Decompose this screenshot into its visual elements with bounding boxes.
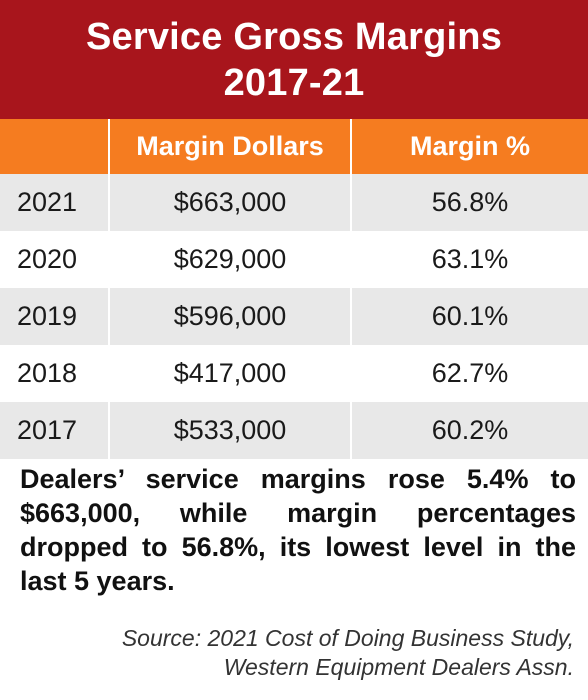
row-margin-dollars: $663,000 — [108, 174, 350, 231]
row-year: 2020 — [17, 244, 78, 274]
caption-text: Dealers’ service margins rose 5.4% to $6… — [20, 464, 576, 596]
header-margin-dollars: Margin Dollars — [108, 119, 350, 174]
row-margin-dollars: $417,000 — [108, 345, 350, 402]
source-note: Source: 2021 Cost of Doing Business Stud… — [14, 624, 574, 682]
table-row: 2018 $417,000 62.7% — [0, 345, 588, 402]
row-margin-dollars: $629,000 — [108, 231, 350, 288]
table-row: 2019 $596,000 60.1% — [0, 288, 588, 345]
row-margin-dollars: $533,000 — [108, 402, 350, 459]
title-line-2: 2017-21 — [223, 61, 365, 104]
row-margin-dollars: $596,000 — [108, 288, 350, 345]
table-row: 2021 $663,000 56.8% — [0, 174, 588, 231]
source-line-2: Western Equipment Dealers Assn. — [223, 654, 574, 680]
row-margin-pct: 62.7% — [350, 345, 588, 402]
row-margin-pct: 60.2% — [350, 402, 588, 459]
row-margin-pct: 63.1% — [350, 231, 588, 288]
source-line-1: Source: 2021 Cost of Doing Business Stud… — [121, 625, 574, 651]
header-margin-pct: Margin % — [350, 119, 588, 174]
table-row: 2020 $629,000 63.1% — [0, 231, 588, 288]
row-year: 2021 — [17, 187, 78, 217]
table-row: 2017 $533,000 60.2% — [0, 402, 588, 459]
header-year — [0, 119, 108, 174]
row-margin-pct: 56.8% — [350, 174, 588, 231]
table-header-row: Margin Dollars Margin % — [0, 119, 588, 174]
title-line-1: Service Gross Margins — [85, 15, 503, 58]
row-year: 2018 — [17, 358, 78, 388]
margins-table: Margin Dollars Margin % 2021 $663,000 56… — [0, 119, 588, 459]
row-year: 2019 — [17, 301, 78, 331]
row-margin-pct: 60.1% — [350, 288, 588, 345]
title-band: Service Gross Margins 2017-21 — [0, 0, 588, 119]
row-year: 2017 — [17, 415, 78, 445]
